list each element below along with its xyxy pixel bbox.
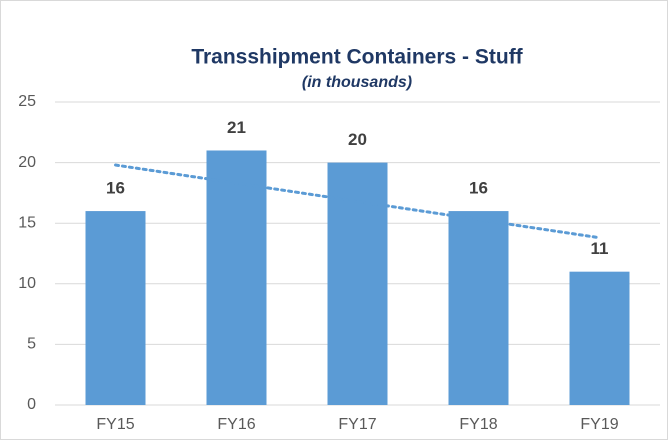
y-tick-label: 25 <box>18 93 36 110</box>
y-tick-label: 0 <box>27 396 36 413</box>
chart-title: Transshipment Containers - Stuff <box>191 46 523 69</box>
y-tick-label: 20 <box>18 154 36 171</box>
x-tick-label: FY17 <box>338 416 376 433</box>
bar <box>206 150 267 405</box>
data-label: 20 <box>348 130 367 149</box>
chart-subtitle: (in thousands) <box>302 74 412 91</box>
bar <box>448 211 509 405</box>
bar <box>569 271 630 405</box>
x-tick-label: FY16 <box>217 416 255 433</box>
trendline <box>114 163 601 240</box>
data-label: 11 <box>591 239 609 258</box>
data-label: 21 <box>227 118 246 137</box>
data-label: 16 <box>469 179 488 198</box>
y-tick-label: 15 <box>18 214 36 231</box>
x-tick-label: FY19 <box>580 416 618 433</box>
bar <box>327 162 388 405</box>
y-tick-label: 5 <box>27 336 36 353</box>
x-tick-label: FY18 <box>459 416 497 433</box>
bar <box>85 211 146 405</box>
x-tick-label: FY15 <box>96 416 134 433</box>
data-label: 16 <box>106 179 125 198</box>
y-tick-label: 10 <box>18 275 36 292</box>
